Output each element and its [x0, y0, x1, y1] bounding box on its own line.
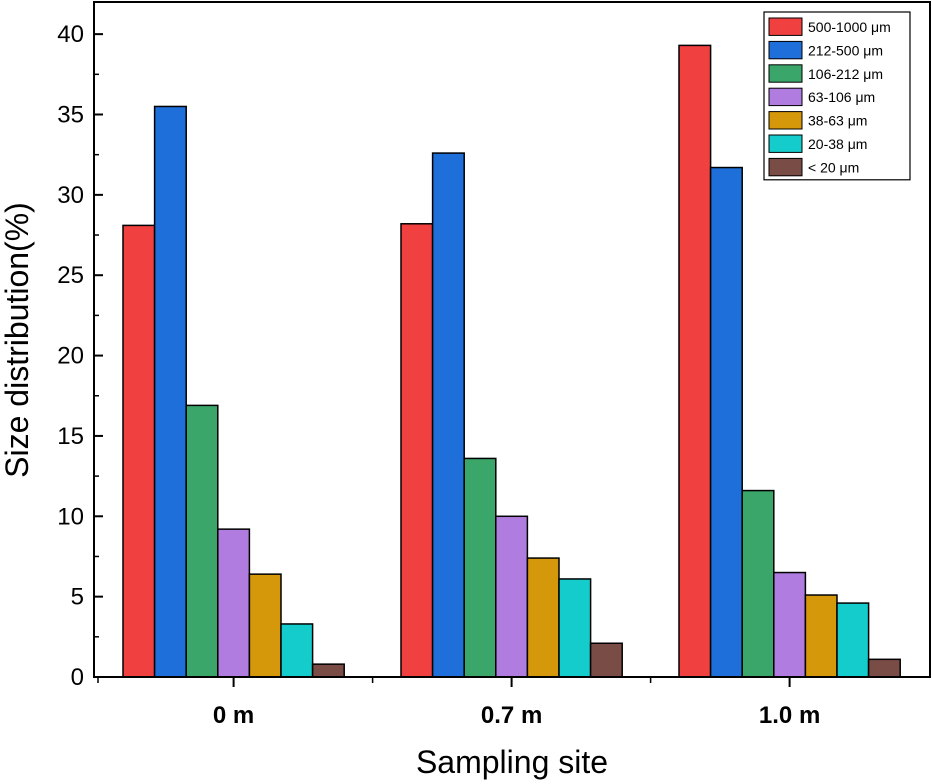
bar-1-2	[153, 105, 187, 678]
bar-1-5	[248, 573, 282, 678]
x-tick-label: 0.7 m	[481, 702, 542, 729]
bar-2-1	[400, 223, 434, 678]
bar-1-1	[122, 224, 156, 678]
legend-swatch	[768, 111, 803, 130]
y-tick-label: 5	[71, 584, 84, 611]
legend-label: 63-106 μm	[808, 89, 875, 105]
bar-3-3	[741, 489, 775, 678]
y-tick-label: 20	[57, 343, 84, 370]
legend-swatch	[768, 64, 803, 83]
legend-swatch	[768, 87, 803, 107]
legend-label: 20-38 μm	[808, 136, 867, 152]
bar-1-3	[185, 404, 219, 678]
bar-2-4	[495, 515, 529, 678]
bar-3-1	[678, 44, 712, 678]
legend-swatch	[768, 40, 803, 60]
legend-label: < 20 μm	[808, 159, 859, 175]
bar-1-6	[280, 623, 314, 678]
legend-label: 106-212 μm	[808, 66, 883, 82]
x-tick-label: 0 m	[213, 702, 254, 729]
y-axis: 0 5 10 15 20 25 30 35 40	[57, 21, 103, 691]
x-axis-title: Sampling site	[416, 744, 608, 780]
bar-1-7	[311, 663, 345, 678]
bar-2-2	[431, 152, 465, 678]
bar-2-6	[558, 578, 592, 678]
y-axis-title: Size distribution(%)	[0, 202, 35, 478]
y-tick-label: 25	[57, 262, 84, 289]
y-tick-label: 30	[57, 182, 84, 209]
y-tick-label: 15	[57, 423, 84, 450]
legend-label: 38-63 μm	[808, 113, 867, 129]
bar-3-4	[773, 571, 807, 678]
x-tick-label: 1.0 m	[759, 702, 820, 729]
bar-2-3	[463, 457, 497, 678]
bar-3-2	[709, 166, 743, 678]
bar-3-7	[867, 658, 901, 678]
legend-swatch	[768, 157, 803, 177]
y-tick-label: 10	[57, 503, 84, 530]
bar-1-4	[217, 528, 251, 678]
bar-2-5	[526, 557, 560, 678]
y-tick-label: 0	[71, 664, 84, 691]
y-tick-label: 40	[57, 21, 84, 48]
x-axis: 0 m 0.7 m 1.0 m	[97, 677, 820, 729]
bar-3-6	[836, 602, 870, 678]
legend: 500-1000 μm 212-500 μm 106-212 μm 63-106 μm…	[763, 11, 911, 181]
y-tick-label: 35	[57, 102, 84, 129]
legend-swatch	[768, 134, 803, 153]
bars-group	[122, 44, 901, 678]
legend-swatch	[768, 17, 803, 36]
legend-label: 212-500 μm	[808, 42, 883, 58]
legend-label: 500-1000 μm	[808, 19, 891, 35]
bar-2-7	[589, 642, 623, 678]
bar-3-5	[804, 594, 838, 678]
